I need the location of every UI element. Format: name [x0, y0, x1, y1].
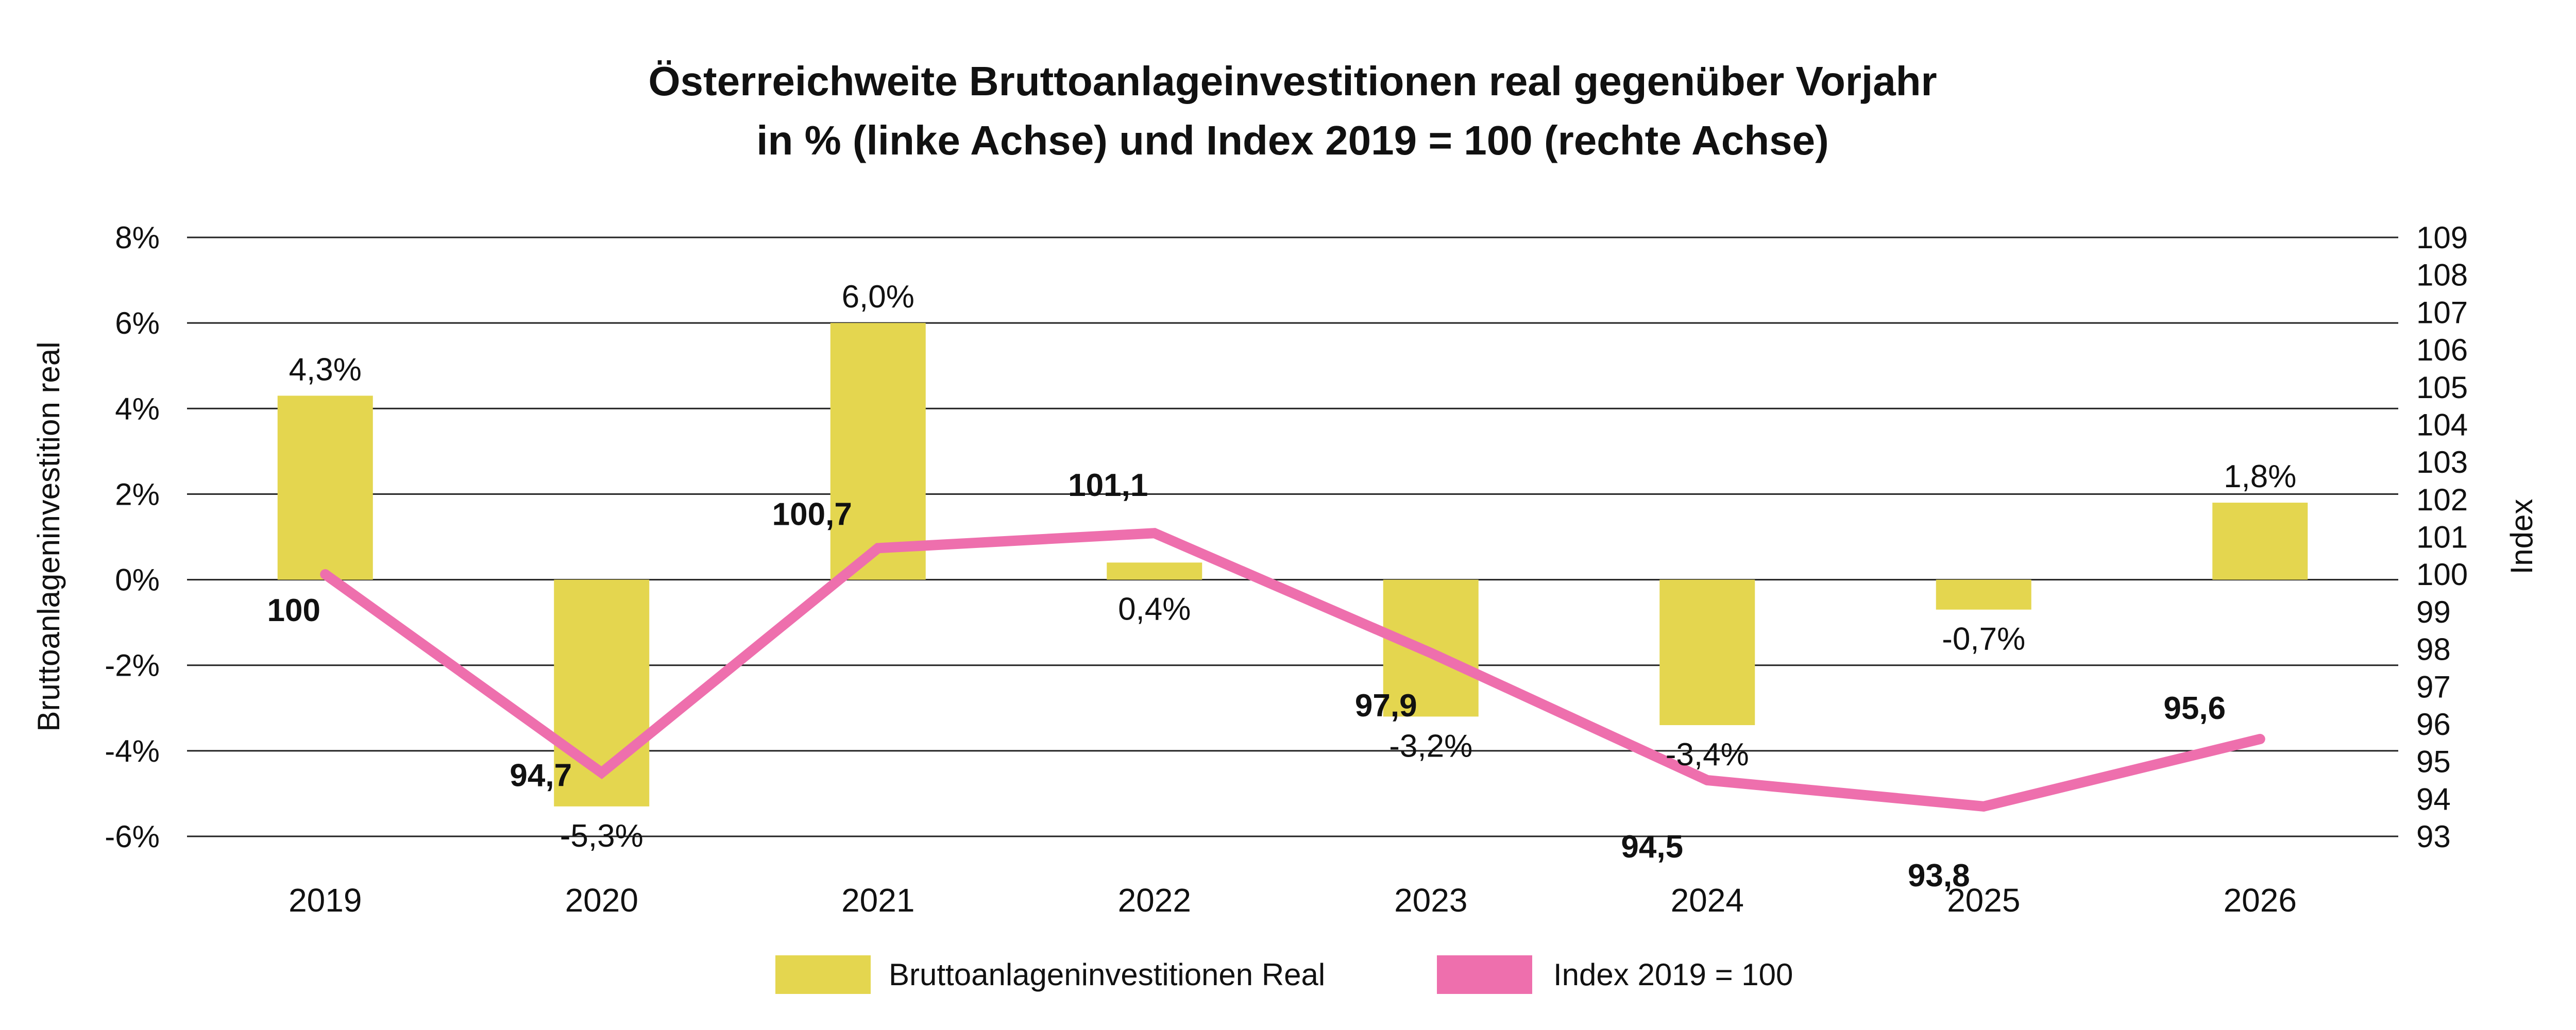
- bar-label-2021: 6,0%: [842, 279, 914, 315]
- right-tick-109: 109: [2416, 220, 2468, 255]
- left-axis-title: Bruttoanlageninvestition real: [31, 341, 66, 731]
- left-tick-4%: 4%: [115, 391, 160, 426]
- right-tick-103: 103: [2416, 445, 2468, 479]
- chart-title-line2: in % (linke Achse) und Index 2019 = 100 …: [756, 117, 1828, 163]
- legend-label-line: Index 2019 = 100: [1553, 957, 1793, 992]
- right-tick-99: 99: [2416, 595, 2451, 629]
- bar-2025: [1936, 579, 2031, 610]
- index-value-labels: 100 94,7 100,7 101,1 97,9 94,5 93,8 95,6: [267, 468, 2226, 894]
- right-tick-95: 95: [2416, 745, 2451, 779]
- right-tick-96: 96: [2416, 707, 2451, 742]
- bar-series: [277, 323, 2308, 806]
- x-axis-year-labels: 2019 2020 2021 2022 2023 2024 2025 2026: [289, 882, 2297, 919]
- year-label-2022: 2022: [1118, 882, 1191, 919]
- year-label-2024: 2024: [1671, 882, 1744, 919]
- left-tick-8%: 8%: [115, 220, 160, 255]
- year-label-2026: 2026: [2224, 882, 2297, 919]
- year-label-2020: 2020: [565, 882, 638, 919]
- right-tick-105: 105: [2416, 370, 2468, 405]
- bar-value-labels: 4,3% -5,3% 6,0% 0,4% -3,2% -3,4% -0,7% 1,8%: [289, 279, 2297, 854]
- bar-label-2023: -3,2%: [1389, 728, 1472, 764]
- legend: Bruttoanlageninvestitionen Real Index 20…: [775, 955, 1793, 994]
- left-tick-6%: 6%: [115, 306, 160, 340]
- right-tick-104: 104: [2416, 407, 2468, 442]
- left-tick-2%: 2%: [115, 477, 160, 511]
- index-label-2026: 95,6: [2163, 691, 2226, 726]
- bar-label-2022: 0,4%: [1118, 592, 1191, 627]
- bar-2019: [277, 396, 373, 580]
- legend-swatch-bars: [775, 955, 871, 994]
- index-label-2021: 100,7: [772, 496, 852, 532]
- left-tick--6%: -6%: [105, 819, 160, 854]
- index-label-2022: 101,1: [1068, 468, 1148, 503]
- bar-2022: [1107, 562, 1202, 580]
- right-tick-107: 107: [2416, 295, 2468, 330]
- bar-label-2025: -0,7%: [1942, 622, 2025, 657]
- bar-label-2020: -5,3%: [560, 818, 643, 854]
- right-tick-93: 93: [2416, 819, 2451, 854]
- left-tick--4%: -4%: [105, 734, 160, 768]
- year-label-2021: 2021: [841, 882, 914, 919]
- right-tick-100: 100: [2416, 557, 2468, 592]
- right-tick-94: 94: [2416, 782, 2451, 816]
- bar-label-2019: 4,3%: [289, 352, 362, 387]
- bar-2026: [2212, 503, 2308, 580]
- right-tick-108: 108: [2416, 258, 2468, 293]
- index-label-2019: 100: [267, 593, 320, 628]
- right-axis-title: Index: [2504, 499, 2539, 575]
- index-label-2023: 97,9: [1355, 688, 1417, 724]
- bar-2024: [1659, 579, 1755, 726]
- right-tick-101: 101: [2416, 520, 2468, 555]
- index-label-2025: 93,8: [1908, 858, 1970, 894]
- left-tick--2%: -2%: [105, 648, 160, 683]
- legend-label-bars: Bruttoanlageninvestitionen Real: [889, 957, 1325, 992]
- left-axis-ticks: 8% 6% 4% 2% 0% -2% -4% -6%: [105, 220, 160, 854]
- legend-swatch-line: [1437, 955, 1532, 994]
- index-line: [320, 528, 2265, 812]
- left-tick-0%: 0%: [115, 563, 160, 597]
- year-label-2023: 2023: [1394, 882, 1467, 919]
- gridlines: [187, 236, 2398, 837]
- right-tick-98: 98: [2416, 632, 2451, 667]
- right-tick-102: 102: [2416, 483, 2468, 517]
- year-label-2019: 2019: [289, 882, 362, 919]
- bar-2021: [830, 323, 926, 580]
- index-label-2024: 94,5: [1621, 829, 1683, 865]
- year-label-2025: 2025: [1947, 882, 2020, 919]
- chart-title-line1: Österreichweite Bruttoanlageinvestitione…: [648, 58, 1937, 104]
- bar-label-2024: -3,4%: [1666, 737, 1749, 772]
- right-tick-97: 97: [2416, 670, 2451, 704]
- right-tick-106: 106: [2416, 333, 2468, 367]
- line-series: [320, 528, 2265, 812]
- index-label-2020: 94,7: [510, 758, 572, 793]
- bar-label-2026: 1,8%: [2224, 459, 2296, 494]
